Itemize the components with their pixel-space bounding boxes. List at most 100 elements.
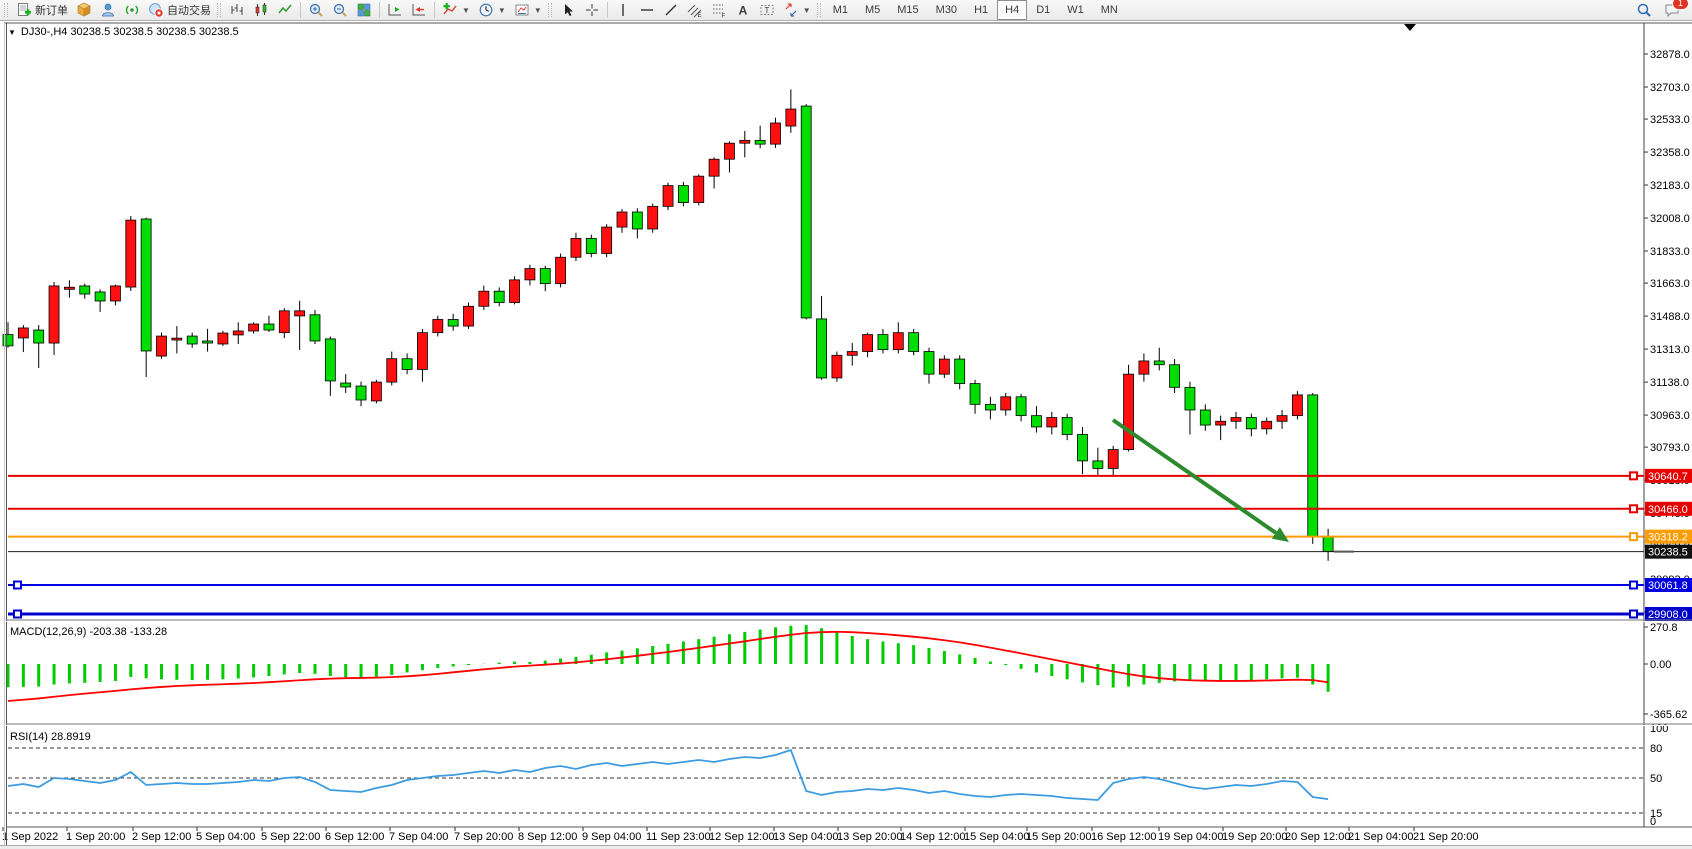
svg-text:15 Sep 20:00: 15 Sep 20:00	[1026, 831, 1091, 843]
chart-canvas[interactable]: 32878.0 32703.0 32533.0 32358.0 32183.0 32008…	[0, 21, 1692, 849]
bar-chart-icon	[229, 2, 245, 18]
timeframe-button-h4[interactable]: H4	[997, 0, 1028, 20]
timeframe-button-m15[interactable]: M15	[897, 4, 919, 16]
equidistant-channel-button[interactable]: E	[683, 0, 707, 20]
crosshair-icon	[584, 2, 600, 18]
toolbar-grip[interactable]	[816, 3, 821, 17]
new-order-icon	[16, 2, 32, 18]
price-badge: 30640.7	[1645, 468, 1692, 483]
svg-text:19 Sep 04:00: 19 Sep 04:00	[1158, 831, 1223, 843]
periods-button[interactable]: ▼	[474, 0, 510, 20]
horizontal-line-object[interactable]	[8, 609, 1644, 619]
notification-badge: 1	[1672, 0, 1689, 10]
fibonacci-icon: F	[711, 2, 727, 18]
trend-arrow-annotation[interactable]	[1111, 418, 1289, 542]
timeframe-button-m5[interactable]: M5	[864, 4, 881, 16]
label-tool-button[interactable]: T	[755, 0, 779, 20]
vertical-line-icon	[615, 2, 631, 18]
price-badge: 29908.0	[1645, 606, 1692, 621]
svg-text:1 Sep 2022: 1 Sep 2022	[2, 831, 58, 843]
trendline-button[interactable]	[659, 0, 683, 20]
toolbar-right-group: 1	[1632, 0, 1690, 20]
horizontal-line-object[interactable]	[8, 471, 1644, 481]
svg-text:12 Sep 12:00: 12 Sep 12:00	[709, 831, 774, 843]
svg-text:1 Sep 20:00: 1 Sep 20:00	[66, 831, 125, 843]
price-badge: 30061.8	[1645, 577, 1692, 592]
algo-trading-button[interactable]: 自动交易	[144, 0, 215, 20]
candlestick-series	[2, 89, 1334, 561]
vps-icon	[124, 2, 140, 18]
toolbar-grip[interactable]	[4, 3, 8, 17]
trendline-icon	[663, 2, 679, 18]
horizontal-line-object[interactable]	[8, 504, 1644, 514]
chart-shift-button[interactable]	[407, 0, 431, 20]
time-axis[interactable]: 1 Sep 2022 1 Sep 20:00 2 Sep 12:00 5 Sep 04…	[2, 827, 1478, 843]
line-handle[interactable]	[1629, 580, 1638, 590]
bar-chart-button[interactable]	[225, 0, 249, 20]
line-chart-button[interactable]	[273, 0, 297, 20]
line-handle[interactable]	[1629, 532, 1638, 542]
tile-windows-button[interactable]	[352, 0, 376, 20]
svg-text:31313.0: 31313.0	[1650, 344, 1690, 356]
candlestick-chart-button[interactable]	[249, 0, 273, 20]
timeframe-button-mn[interactable]: MN	[1100, 4, 1118, 16]
svg-text:T: T	[764, 6, 769, 15]
search-button[interactable]	[1632, 0, 1656, 20]
zoom-out-icon	[332, 2, 348, 18]
svg-text:7 Sep 20:00: 7 Sep 20:00	[454, 831, 513, 843]
vertical-line-button[interactable]	[611, 0, 635, 20]
svg-text:A: A	[738, 4, 747, 18]
line-handle[interactable]	[1629, 609, 1638, 619]
indicators-icon	[442, 2, 458, 18]
text-tool-button[interactable]: A	[731, 0, 755, 20]
cursor-button[interactable]	[556, 0, 580, 20]
indicators-button[interactable]: ▼	[438, 0, 474, 20]
new-order-button[interactable]: 新订单	[12, 0, 72, 20]
horizontal-line-button[interactable]	[635, 0, 659, 20]
chat-button[interactable]: 1	[1660, 0, 1689, 20]
timeframe-button-d1[interactable]: D1	[1036, 4, 1051, 16]
templates-button[interactable]: ▼	[510, 0, 546, 20]
main-toolbar: 新订单 自动交易 ▼ ▼ ▼ E F A T ▼ M1 M5 M15 M30 H1 H4 D…	[0, 0, 1692, 21]
svg-text:0: 0	[1650, 816, 1656, 828]
new-order-label: 新订单	[35, 5, 68, 17]
chevron-down-icon: ▼	[462, 5, 470, 15]
line-handle[interactable]	[1629, 471, 1638, 481]
market-button[interactable]	[72, 0, 96, 20]
line-handle[interactable]	[1629, 504, 1638, 514]
timeframe-button-m30[interactable]: M30	[935, 4, 958, 16]
horizontal-line-object[interactable]	[8, 580, 1644, 590]
timeframe-button-m1[interactable]: M1	[832, 4, 848, 16]
line-handle[interactable]	[13, 609, 22, 619]
svg-text:31138.0: 31138.0	[1650, 377, 1689, 389]
toolbar-grip[interactable]	[547, 3, 552, 17]
chart-shift-icon	[411, 2, 427, 18]
horizontal-line-object[interactable]	[8, 532, 1644, 542]
svg-text:32703.0: 32703.0	[1650, 82, 1690, 94]
zoom-out-button[interactable]	[328, 0, 352, 20]
svg-text:30466.0: 30466.0	[1648, 504, 1688, 516]
timeframe-button-w1[interactable]: W1	[1067, 4, 1084, 16]
svg-text:7 Sep 04:00: 7 Sep 04:00	[389, 831, 448, 843]
algo-trading-label: 自动交易	[167, 5, 211, 17]
arrows-tool-button[interactable]: ▼	[779, 0, 815, 20]
svg-text:8 Sep 12:00: 8 Sep 12:00	[518, 831, 577, 843]
zoom-in-button[interactable]	[304, 0, 328, 20]
svg-text:15: 15	[1650, 808, 1662, 820]
signals-button[interactable]	[96, 0, 120, 20]
line-handle[interactable]	[13, 580, 22, 590]
vps-button[interactable]	[120, 0, 144, 20]
timeframe-group: M1 M5 M15 M30 H1 H4 D1 W1 MN	[825, 0, 1126, 20]
crosshair-button[interactable]	[580, 0, 604, 20]
svg-text:20 Sep 12:00: 20 Sep 12:00	[1285, 831, 1350, 843]
price-badge: 30466.0	[1645, 501, 1692, 516]
timeframe-button-h1[interactable]: H1	[974, 4, 989, 16]
svg-text:32358.0: 32358.0	[1650, 147, 1690, 159]
svg-text:29908.0: 29908.0	[1648, 609, 1688, 621]
auto-scroll-button[interactable]	[383, 0, 407, 20]
toolbar-separator	[434, 2, 435, 18]
chart-shift-marker[interactable]	[1404, 24, 1416, 31]
toolbar-grip[interactable]	[217, 3, 221, 17]
templates-icon	[514, 2, 530, 18]
fibonacci-button[interactable]: F	[707, 0, 731, 20]
